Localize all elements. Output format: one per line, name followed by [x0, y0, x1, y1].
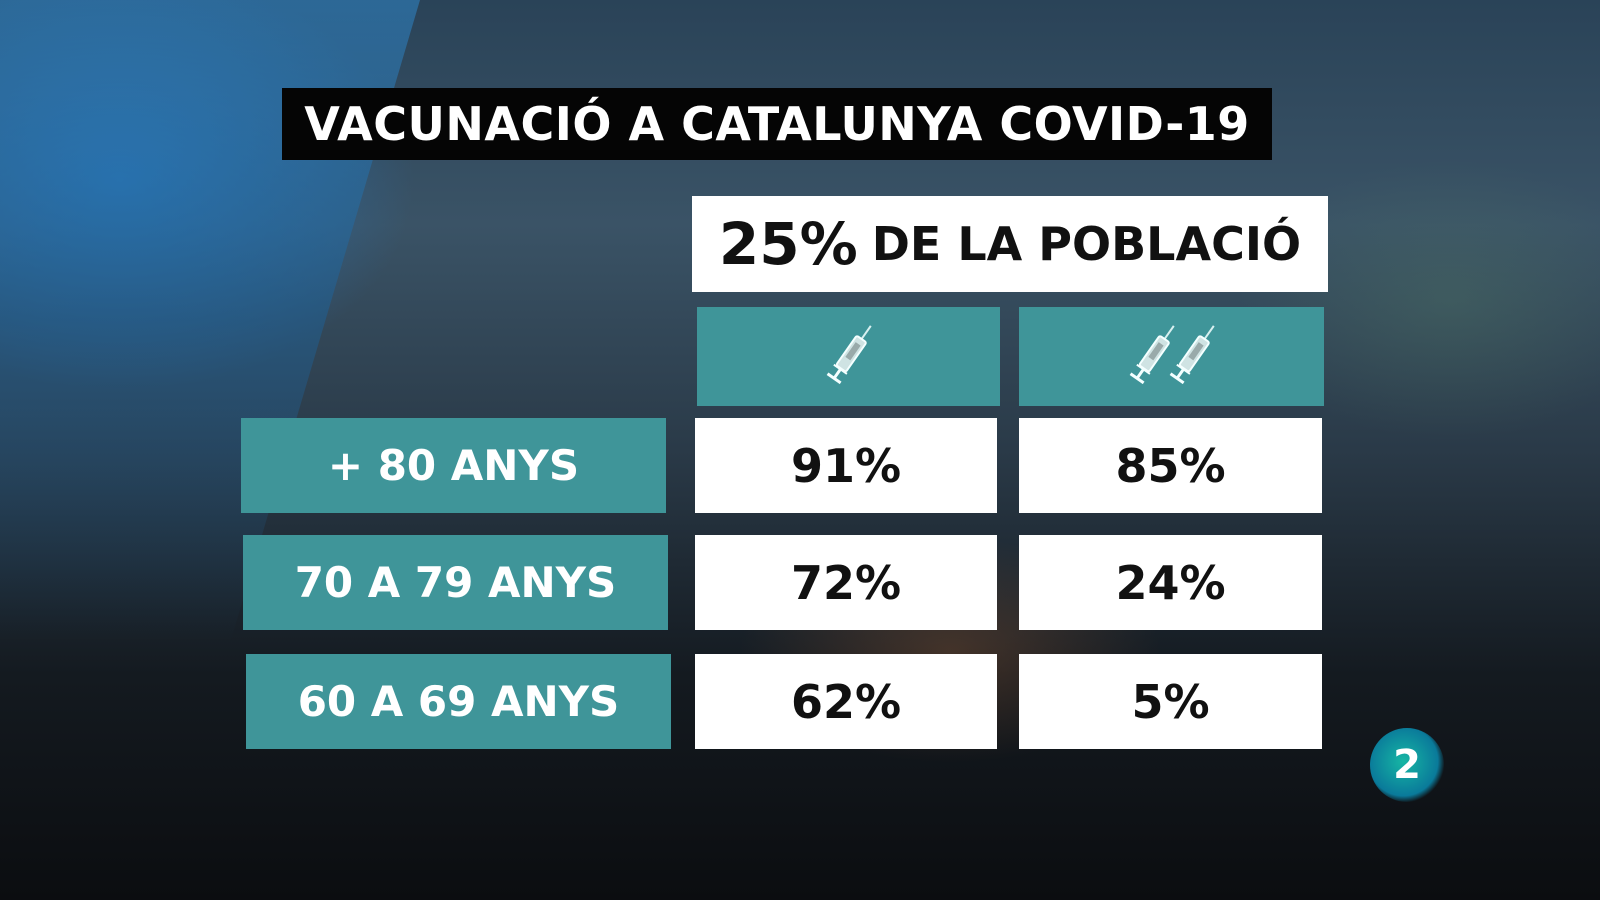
cell-60-69-dose2: 5%	[1019, 654, 1322, 749]
population-text: DE LA POBLACIÓ	[871, 217, 1302, 271]
row-label-80-plus: + 80 ANYS	[241, 418, 666, 513]
syringe-icon	[825, 319, 879, 384]
header-second-dose	[1019, 307, 1324, 406]
page-title: VACUNACIÓ A CATALUNYA COVID-19	[282, 88, 1272, 160]
cell-80-plus-dose1: 91%	[695, 418, 997, 513]
header-first-dose	[697, 307, 1000, 406]
cell-70-79-dose1: 72%	[695, 535, 997, 630]
population-subtitle: 25% DE LA POBLACIÓ	[692, 196, 1328, 292]
channel-number: 2	[1393, 742, 1421, 788]
channel-logo: 2	[1370, 728, 1444, 802]
cell-60-69-dose1: 62%	[695, 654, 997, 749]
row-label-70-79: 70 A 79 ANYS	[243, 535, 668, 630]
population-percent: 25%	[718, 210, 858, 278]
cell-70-79-dose2: 24%	[1019, 535, 1322, 630]
two-syringes-icon	[1128, 319, 1222, 384]
row-label-60-69: 60 A 69 ANYS	[246, 654, 671, 749]
cell-80-plus-dose2: 85%	[1019, 418, 1322, 513]
